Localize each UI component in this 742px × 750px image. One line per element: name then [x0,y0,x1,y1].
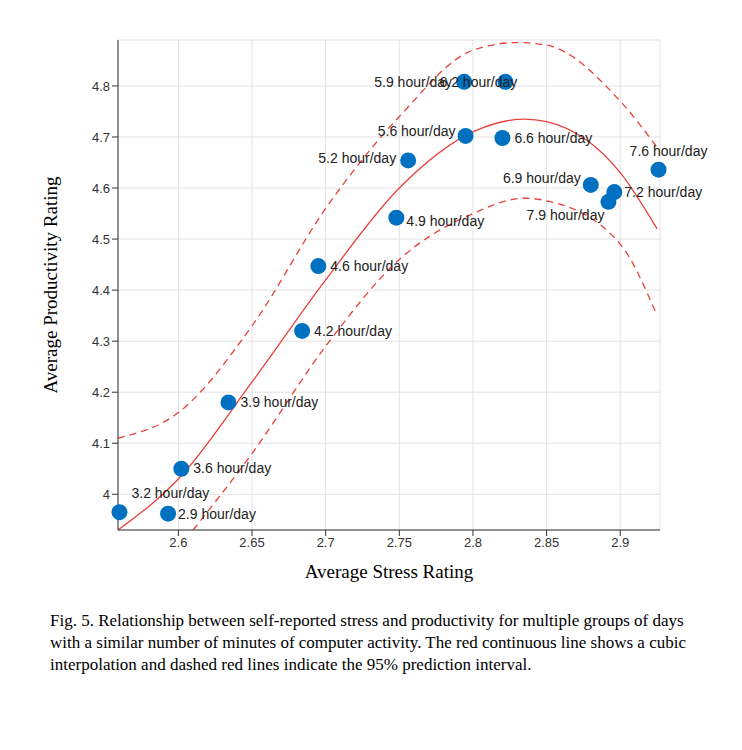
svg-text:4.8: 4.8 [92,79,110,94]
svg-text:5.2 hour/day: 5.2 hour/day [318,150,396,166]
svg-text:4.1: 4.1 [92,436,110,451]
svg-text:4.6: 4.6 [92,181,110,196]
svg-text:4.4: 4.4 [92,283,110,298]
svg-text:Average Productivity Rating: Average Productivity Rating [40,176,61,394]
svg-text:7.2 hour/day: 7.2 hour/day [624,184,702,200]
svg-text:6.9 hour/day: 6.9 hour/day [503,170,581,186]
svg-text:2.9: 2.9 [611,535,629,550]
svg-text:2.7: 2.7 [317,535,335,550]
svg-text:4: 4 [103,487,110,502]
svg-text:5.6 hour/day: 5.6 hour/day [378,123,456,139]
svg-text:4.9 hour/day: 4.9 hour/day [406,213,484,229]
svg-text:3.2 hour/day: 3.2 hour/day [131,485,209,501]
svg-text:Average Stress Rating: Average Stress Rating [305,561,474,582]
svg-text:3.6 hour/day: 3.6 hour/day [193,460,271,476]
svg-text:2.6: 2.6 [169,535,187,550]
svg-text:3.9 hour/day: 3.9 hour/day [240,394,318,410]
svg-text:6.6 hour/day: 6.6 hour/day [514,130,592,146]
svg-text:4.6 hour/day: 4.6 hour/day [330,258,408,274]
svg-text:2.9 hour/day: 2.9 hour/day [178,506,256,522]
svg-text:2.75: 2.75 [387,535,412,550]
svg-text:4.3: 4.3 [92,334,110,349]
svg-text:2.85: 2.85 [534,535,559,550]
svg-text:2.8: 2.8 [464,535,482,550]
svg-text:5.9 hour/day: 5.9 hour/day [374,73,453,90]
svg-text:4.7: 4.7 [92,130,110,145]
svg-text:7.9 hour/day: 7.9 hour/day [527,207,605,223]
svg-text:7.6 hour/day: 7.6 hour/day [630,143,708,159]
html-text:Fig. 5. Relationship between s: Fig. 5. Relationship between self-report… [50,611,686,675]
svg-text:4.2 hour/day: 4.2 hour/day [314,323,392,339]
svg-text:6.2 hour/day: 6.2 hour/day [440,74,518,90]
svg-text:2.65: 2.65 [239,535,264,550]
svg-text:4.5: 4.5 [92,232,110,247]
svg-text:4.2: 4.2 [92,385,110,400]
